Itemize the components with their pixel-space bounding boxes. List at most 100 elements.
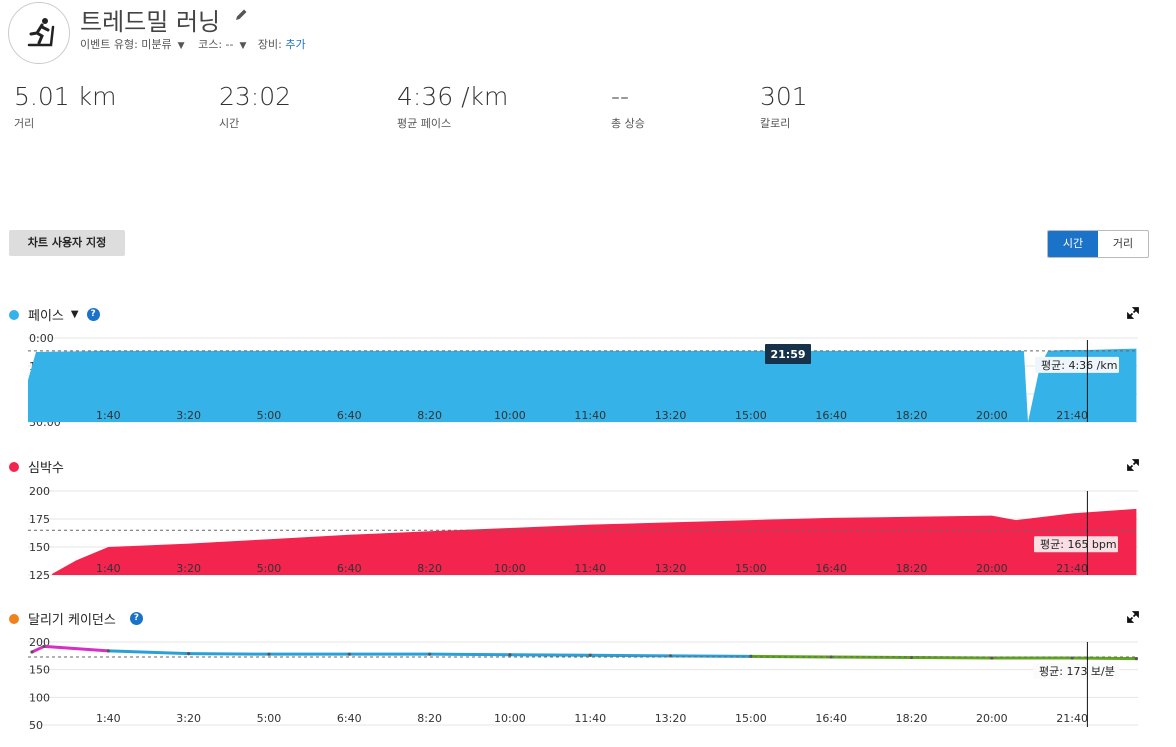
x-tick-label: 16:40: [815, 712, 847, 725]
hover-time-tooltip: [765, 344, 811, 364]
stat-avg-pace: 4:36 /km 평균 페이스: [397, 82, 508, 131]
x-tick-label: 5:00: [257, 712, 282, 725]
data-point: [909, 655, 914, 660]
x-tick-label: 13:20: [655, 409, 687, 422]
x-tick-label: 8:20: [417, 562, 442, 575]
toggle-distance-button[interactable]: 거리: [1112, 237, 1134, 250]
course-dropdown-icon[interactable]: ▼: [239, 41, 247, 51]
x-tick-label: 6:40: [337, 409, 362, 422]
pace-legend-dot: [9, 309, 19, 320]
hr-legend-dot: [9, 461, 19, 472]
stat-value: 23:02: [219, 82, 292, 111]
x-tick-label: 1:40: [96, 562, 121, 575]
expand-icon[interactable]: [1127, 307, 1139, 319]
stat-time: 23:02 시간: [219, 82, 291, 131]
x-tick-label: 21:40: [1056, 562, 1088, 575]
stat-distance: 5.01 km 거리: [14, 82, 116, 131]
series-area: [52, 508, 1137, 575]
data-point: [829, 655, 833, 659]
stat-value: --: [611, 82, 630, 111]
x-tick-label: 13:20: [655, 562, 687, 575]
cadence-chart-title: 달리기 케이던스: [28, 613, 116, 628]
series-segment: [508, 653, 592, 657]
help-icon[interactable]: ?: [86, 308, 100, 321]
pace-chart-header: 페이스 ▼ ?: [9, 305, 100, 324]
toggle-time-button[interactable]: 시간: [1048, 231, 1098, 257]
series-segment: [910, 655, 994, 660]
series-segment: [1070, 656, 1138, 661]
x-tick-label: 1:40: [96, 712, 121, 725]
stat-value: 301: [760, 82, 808, 111]
stat-label: 총 상승: [611, 117, 645, 130]
course-label: 코스: --: [198, 38, 234, 51]
x-tick-label: 11:40: [574, 562, 606, 575]
data-point: [1134, 657, 1138, 661]
x-tick-label: 8:20: [417, 409, 442, 422]
x-tick-label: 16:40: [815, 562, 847, 575]
x-tick-label: 21:40: [1056, 712, 1088, 725]
cadence-chart-header: 달리기 케이던스 ?: [9, 609, 143, 628]
y-tick-label: 50: [29, 719, 43, 732]
x-tick-label: 20:00: [976, 562, 1008, 575]
average-label-bg: [1035, 356, 1119, 373]
average-label: 평균: 165 bpm: [1040, 538, 1117, 551]
series-segment: [42, 644, 110, 653]
data-point: [267, 652, 271, 656]
pencil-icon[interactable]: [233, 7, 249, 23]
x-tick-label: 3:20: [176, 562, 201, 575]
x-tick-label: 10:00: [494, 562, 526, 575]
x-tick-label: 15:00: [735, 409, 767, 422]
x-tick-label: 10:00: [494, 712, 526, 725]
gear-add-link[interactable]: 추가: [285, 38, 306, 51]
treadmill-icon: [27, 18, 55, 47]
data-point: [990, 656, 994, 660]
data-point: [42, 644, 46, 649]
x-tick-label: 1:40: [96, 409, 121, 422]
average-label: 평균: 173 보/분: [1039, 665, 1115, 678]
data-point: [588, 653, 592, 657]
hr-chart-header: 심박수: [9, 457, 64, 476]
x-tick-label: 13:20: [655, 712, 687, 725]
y-tick-label: 100: [29, 691, 50, 704]
activity-meta: 이벤트 유형: 미분류 ▼ 코스: -- ▼ 장비: 추가: [80, 36, 306, 52]
x-tick-label: 18:20: [896, 562, 928, 575]
event-type-dropdown-icon[interactable]: ▼: [177, 41, 185, 51]
x-tick-label: 20:00: [976, 712, 1008, 725]
stat-label: 시간: [219, 117, 240, 130]
pace-dropdown-icon[interactable]: ▼: [70, 309, 79, 320]
x-tick-label: 21:40: [1056, 409, 1088, 422]
customize-charts-button[interactable]: 차트 사용자 지정: [9, 230, 125, 256]
x-tick-label: 6:40: [337, 562, 362, 575]
series-area: [28, 348, 1137, 422]
data-point: [347, 652, 351, 656]
series-segment: [187, 652, 271, 656]
y-tick-label: 0:00: [29, 332, 54, 345]
data-point: [427, 652, 432, 656]
x-tick-label: 16:40: [815, 409, 847, 422]
expand-icon[interactable]: [1127, 611, 1139, 623]
data-point: [187, 652, 191, 656]
x-tick-label: 11:40: [574, 712, 606, 725]
activity-type-avatar: [8, 2, 70, 64]
expand-icon[interactable]: [1127, 459, 1139, 471]
x-tick-label: 11:40: [574, 409, 606, 422]
data-point: [30, 650, 34, 654]
activity-title: 트레드밀 러닝: [80, 8, 221, 36]
cadence-legend-dot: [9, 613, 19, 624]
x-tick-label: 15:00: [735, 562, 767, 575]
y-tick-label: 200: [29, 485, 50, 498]
series-segment: [669, 654, 753, 658]
x-tick-label: 18:20: [896, 409, 928, 422]
help-icon[interactable]: ?: [129, 612, 143, 625]
x-tick-label: 5:00: [257, 562, 282, 575]
y-tick-label: 125: [29, 569, 50, 579]
data-point: [106, 649, 110, 653]
stat-value: 4:36 /km: [397, 82, 509, 111]
x-tick-label: 3:20: [176, 409, 201, 422]
x-tick-label: 15:00: [735, 712, 767, 725]
heart-rate-chart[interactable]: 200 175 150 125 평균: 165 bpm 1:40 3:20 5:00 6:40 8…: [0, 483, 1176, 579]
x-tick-label: 20:00: [976, 409, 1008, 422]
series-segment: [106, 649, 191, 656]
